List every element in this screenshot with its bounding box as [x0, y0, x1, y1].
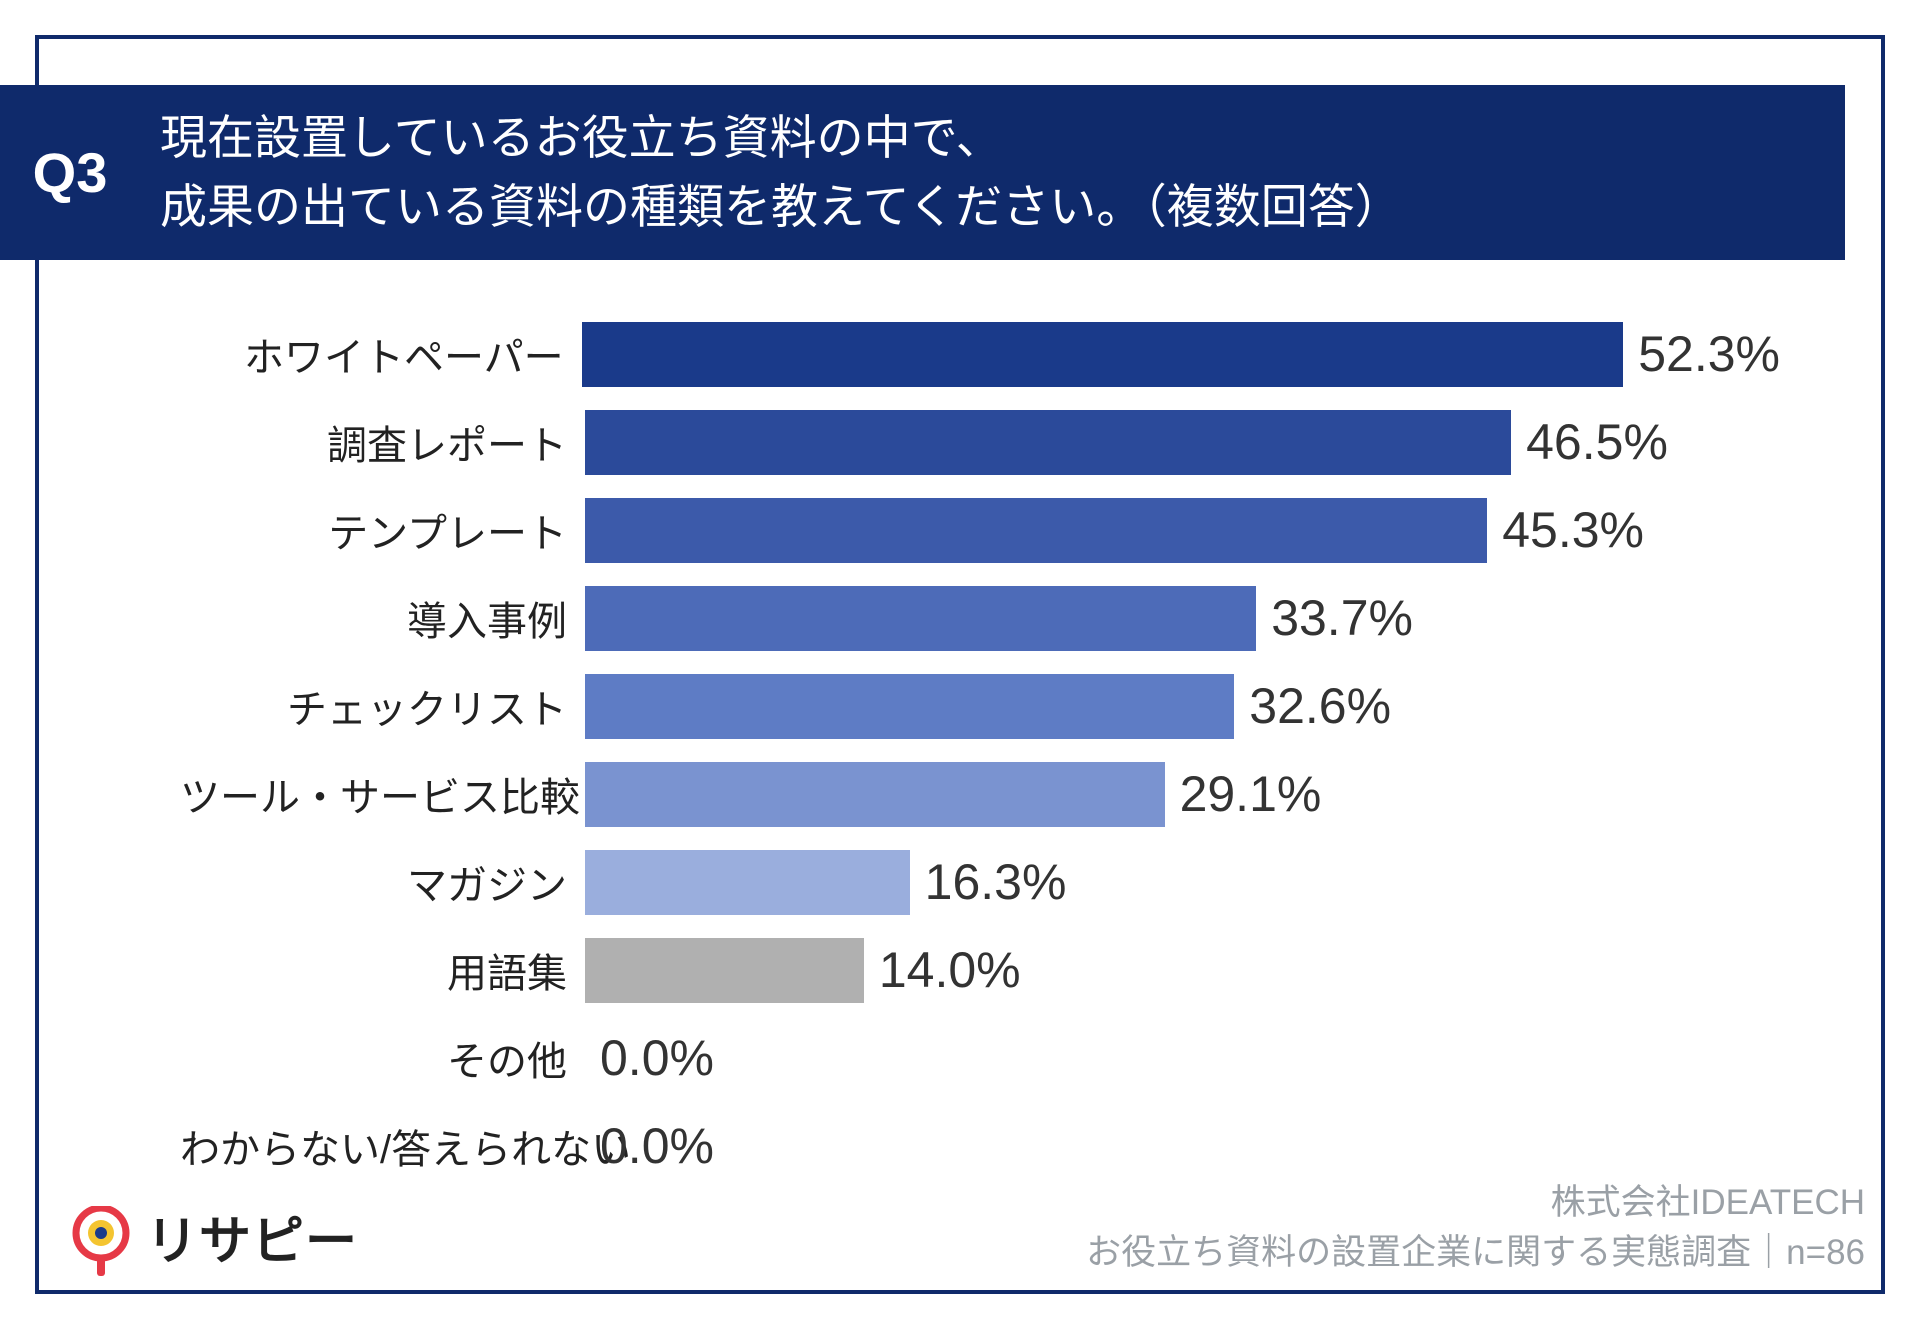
footer-company: 株式会社IDEATECH [1086, 1178, 1865, 1229]
bar-fill [585, 498, 1487, 563]
bar-row: 用語集 14.0% [180, 926, 1780, 1014]
bar-value: 32.6% [1249, 677, 1391, 735]
bar-track: 45.3% [585, 498, 1780, 563]
bar-row: チェックリスト 32.6% [180, 662, 1780, 750]
bar-track: 32.6% [585, 674, 1780, 739]
bar-row: ホワイトペーパー 52.3% [180, 310, 1780, 398]
footer-survey-info: お役立ち資料の設置企業に関する実態調査｜n=86 [1086, 1228, 1865, 1279]
question-line-2: 成果の出ている資料の種類を教えてください。（複数回答） [160, 180, 1402, 233]
bar-row: テンプレート 45.3% [180, 486, 1780, 574]
brand-logo: リサピー [70, 1199, 358, 1274]
bar-value: 29.1% [1180, 765, 1322, 823]
bar-fill [585, 586, 1256, 651]
bar-row: 導入事例 33.7% [180, 574, 1780, 662]
bar-value: 46.5% [1526, 413, 1668, 471]
bar-track: 33.7% [585, 586, 1780, 651]
bar-track: 29.1% [585, 762, 1780, 827]
question-line-1: 現在設置しているお役立ち資料の中で、 [160, 111, 1003, 164]
bar-label: マガジン [180, 853, 585, 911]
bar-label: テンプレート [180, 501, 585, 559]
bar-track: 16.3% [585, 850, 1780, 915]
bar-track: 0.0% [585, 1026, 1780, 1091]
bar-value: 0.0% [600, 1117, 714, 1175]
bar-label: 導入事例 [180, 589, 585, 647]
bar-chart: ホワイトペーパー 52.3% 調査レポート 46.5% テンプレート 45.3% 導入事例 3… [180, 310, 1780, 1190]
bar-value: 52.3% [1638, 325, 1780, 383]
bar-track: 14.0% [585, 938, 1780, 1003]
bar-track: 46.5% [585, 410, 1780, 475]
brand-icon [70, 1206, 132, 1268]
question-banner: Q3 現在設置しているお役立ち資料の中で、 成果の出ている資料の種類を教えてくだ… [0, 85, 1845, 260]
bar-label: ホワイトペーパー [180, 325, 582, 383]
question-number: Q3 [0, 140, 140, 205]
bar-row: 調査レポート 46.5% [180, 398, 1780, 486]
bar-row: ツール・サービス比較 29.1% [180, 750, 1780, 838]
question-text: 現在設置しているお役立ち資料の中で、 成果の出ている資料の種類を教えてください。… [160, 104, 1402, 240]
brand-name: リサピー [146, 1199, 358, 1274]
bar-value: 16.3% [925, 853, 1067, 911]
bar-fill [585, 674, 1234, 739]
bar-label: 用語集 [180, 941, 585, 999]
bar-label: わからない/答えられない [180, 1117, 585, 1175]
bar-value: 14.0% [879, 941, 1021, 999]
bar-label: その他 [180, 1029, 585, 1087]
bar-label: チェックリスト [180, 677, 585, 735]
bar-track: 52.3% [582, 322, 1780, 387]
bar-label: ツール・サービス比較 [180, 765, 585, 823]
bar-row: その他 0.0% [180, 1014, 1780, 1102]
footer-meta: 株式会社IDEATECH お役立ち資料の設置企業に関する実態調査｜n=86 [1086, 1178, 1865, 1280]
bar-fill [585, 410, 1511, 475]
bar-fill [585, 938, 864, 1003]
bar-value: 45.3% [1502, 501, 1644, 559]
bar-fill [582, 322, 1624, 387]
bar-fill [585, 762, 1165, 827]
bar-label: 調査レポート [180, 413, 585, 471]
bar-track: 0.0% [585, 1114, 1780, 1179]
bar-fill [585, 850, 910, 915]
bar-value: 33.7% [1271, 589, 1413, 647]
bar-row: マガジン 16.3% [180, 838, 1780, 926]
bar-value: 0.0% [600, 1029, 714, 1087]
